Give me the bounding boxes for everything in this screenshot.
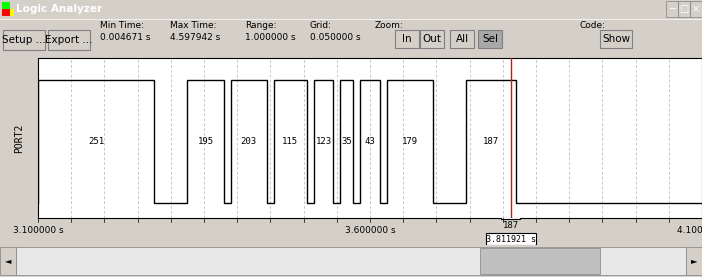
Text: 123: 123 [315, 137, 331, 146]
Text: 4.597942 s: 4.597942 s [170, 34, 220, 42]
Bar [686, 247, 702, 275]
Text: ─: ─ [669, 4, 675, 14]
Text: PORT2: PORT2 [14, 123, 24, 153]
Text: Max Time:: Max Time: [170, 22, 216, 30]
Text: 0.004671 s: 0.004671 s [100, 34, 150, 42]
Bar [0, 247, 16, 275]
Text: Export ...: Export ... [45, 35, 93, 45]
Text: 187: 187 [503, 221, 519, 230]
Text: All: All [456, 34, 468, 44]
Text: Show: Show [602, 34, 630, 44]
Text: 187: 187 [483, 137, 499, 146]
Text: 251: 251 [88, 137, 104, 146]
Text: Grid:: Grid: [310, 22, 332, 30]
Text: ►: ► [691, 257, 697, 265]
Text: 179: 179 [402, 137, 418, 146]
Text: ×: × [692, 4, 700, 14]
Text: 3.600000 s: 3.600000 s [345, 226, 395, 235]
Text: Setup ...: Setup ... [2, 35, 46, 45]
Bar [666, 1, 678, 17]
Text: Sel: Sel [482, 34, 498, 44]
FancyBboxPatch shape [501, 204, 520, 219]
FancyBboxPatch shape [420, 30, 444, 48]
FancyBboxPatch shape [395, 30, 419, 48]
Text: Out: Out [423, 34, 442, 44]
Bar [690, 1, 702, 17]
FancyBboxPatch shape [48, 30, 90, 50]
Bar [480, 248, 600, 274]
Bar [2, 9, 10, 16]
FancyBboxPatch shape [478, 30, 502, 48]
Text: 4.100000 s: 4.100000 s [677, 226, 702, 235]
Bar [10, 9, 14, 16]
Text: 115: 115 [282, 137, 298, 146]
Text: 43: 43 [364, 137, 376, 146]
FancyBboxPatch shape [486, 233, 536, 245]
Text: Range:: Range: [245, 22, 277, 30]
Text: 35: 35 [341, 137, 352, 146]
Text: □: □ [680, 4, 689, 14]
Bar [678, 1, 690, 17]
FancyBboxPatch shape [450, 30, 474, 48]
Text: 3.811921 s: 3.811921 s [486, 235, 536, 244]
Text: 1.000000 s: 1.000000 s [245, 34, 296, 42]
Text: In: In [402, 34, 412, 44]
Text: 195: 195 [197, 137, 213, 146]
Text: Code:: Code: [580, 22, 606, 30]
Bar [2, 2, 10, 9]
Bar [16, 247, 686, 275]
Text: Min Time:: Min Time: [100, 22, 144, 30]
Text: ◄: ◄ [5, 257, 11, 265]
Text: 3.100000 s: 3.100000 s [13, 226, 63, 235]
FancyBboxPatch shape [600, 30, 632, 48]
Text: 203: 203 [241, 137, 257, 146]
Text: 0.050000 s: 0.050000 s [310, 34, 361, 42]
Text: Logic Analyzer: Logic Analyzer [16, 4, 102, 14]
FancyBboxPatch shape [3, 30, 45, 50]
Text: Zoom:: Zoom: [375, 22, 404, 30]
